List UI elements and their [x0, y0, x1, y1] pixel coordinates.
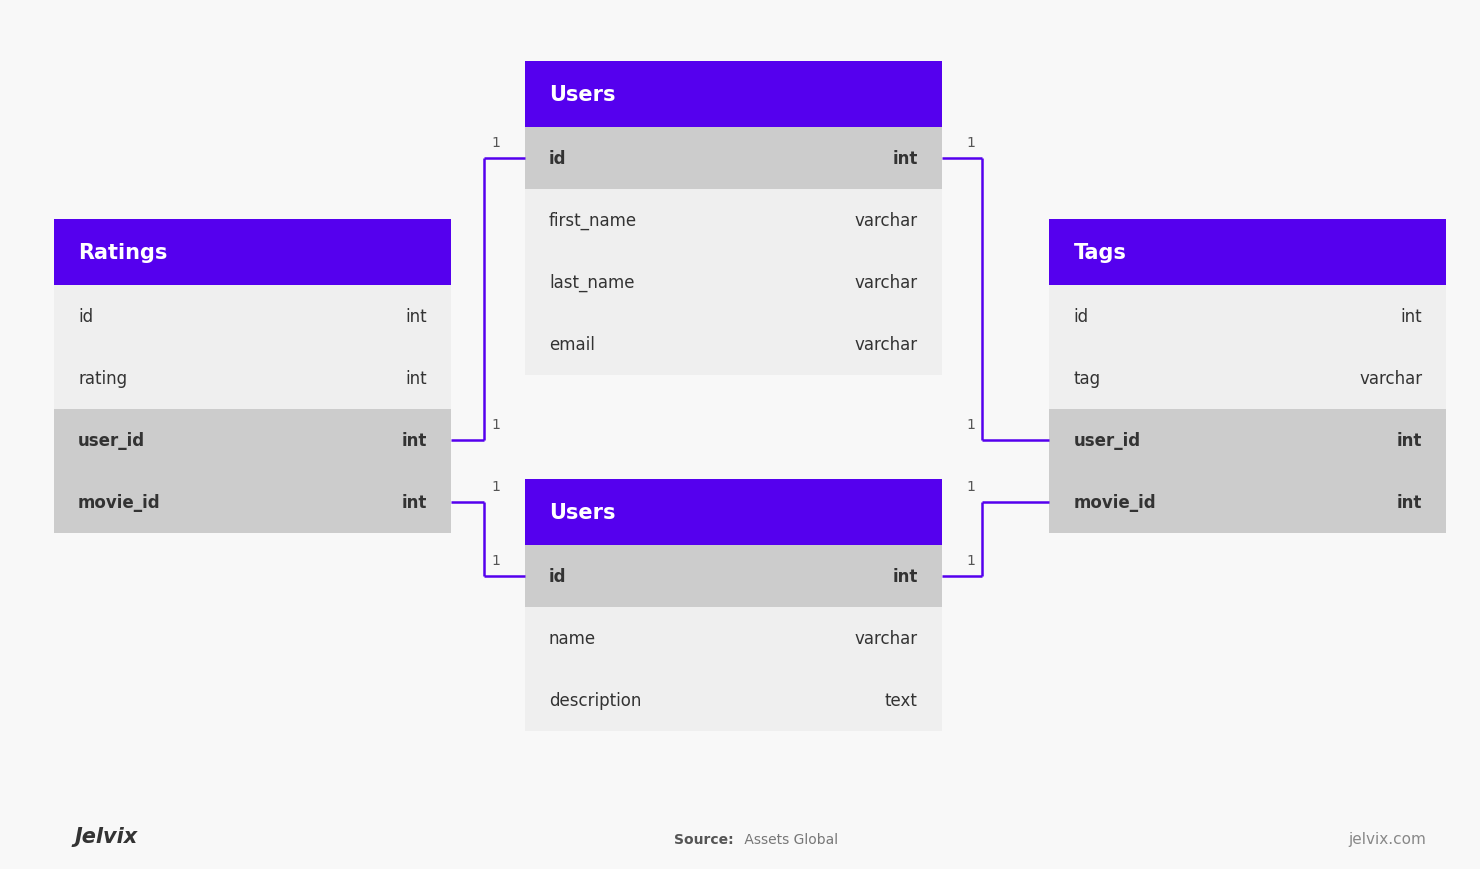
Text: int: int	[406, 308, 426, 326]
Text: 1: 1	[491, 480, 500, 494]
Text: last_name: last_name	[549, 274, 635, 292]
Text: 1: 1	[491, 136, 500, 149]
Text: 1: 1	[966, 480, 975, 494]
Text: int: int	[892, 149, 918, 168]
Text: int: int	[401, 494, 426, 512]
Text: int: int	[1397, 432, 1422, 449]
FancyBboxPatch shape	[525, 62, 941, 128]
FancyBboxPatch shape	[1049, 220, 1446, 286]
FancyBboxPatch shape	[53, 286, 451, 348]
Text: text: text	[885, 691, 918, 709]
Text: varchar: varchar	[854, 274, 918, 292]
Text: varchar: varchar	[854, 335, 918, 354]
Text: name: name	[549, 629, 596, 647]
Text: Ratings: Ratings	[78, 242, 167, 262]
FancyBboxPatch shape	[525, 607, 941, 669]
Text: id: id	[549, 567, 567, 585]
FancyBboxPatch shape	[53, 409, 451, 472]
Text: Jelvix: Jelvix	[74, 826, 138, 846]
Text: id: id	[1073, 308, 1089, 326]
Text: int: int	[406, 369, 426, 388]
Text: first_name: first_name	[549, 211, 636, 229]
FancyBboxPatch shape	[525, 128, 941, 189]
FancyBboxPatch shape	[525, 252, 941, 314]
Text: int: int	[1400, 308, 1422, 326]
Text: id: id	[78, 308, 93, 326]
Text: movie_id: movie_id	[1073, 494, 1156, 512]
Text: varchar: varchar	[854, 212, 918, 229]
Text: int: int	[401, 432, 426, 449]
Text: Assets Global: Assets Global	[740, 833, 838, 846]
Text: Source:: Source:	[673, 833, 733, 846]
Text: 1: 1	[966, 136, 975, 149]
FancyBboxPatch shape	[1049, 409, 1446, 472]
Text: int: int	[1397, 494, 1422, 512]
FancyBboxPatch shape	[525, 545, 941, 607]
Text: jelvix.com: jelvix.com	[1348, 832, 1427, 846]
FancyBboxPatch shape	[1049, 472, 1446, 534]
Text: 1: 1	[966, 418, 975, 432]
Text: email: email	[549, 335, 595, 354]
FancyBboxPatch shape	[53, 348, 451, 409]
Text: id: id	[549, 149, 567, 168]
Text: movie_id: movie_id	[78, 494, 161, 512]
Text: Tags: Tags	[1073, 242, 1126, 262]
Text: user_id: user_id	[78, 432, 145, 449]
Text: description: description	[549, 691, 641, 709]
FancyBboxPatch shape	[53, 220, 451, 286]
FancyBboxPatch shape	[525, 314, 941, 375]
Text: 1: 1	[966, 554, 975, 567]
FancyBboxPatch shape	[525, 189, 941, 252]
Text: varchar: varchar	[1359, 369, 1422, 388]
FancyBboxPatch shape	[1049, 286, 1446, 348]
Text: varchar: varchar	[854, 629, 918, 647]
Text: Users: Users	[549, 85, 616, 105]
Text: Users: Users	[549, 502, 616, 522]
FancyBboxPatch shape	[525, 480, 941, 545]
Text: tag: tag	[1073, 369, 1101, 388]
Text: 1: 1	[491, 554, 500, 567]
FancyBboxPatch shape	[525, 669, 941, 732]
Text: 1: 1	[491, 418, 500, 432]
Text: user_id: user_id	[1073, 432, 1141, 449]
Text: rating: rating	[78, 369, 127, 388]
Text: int: int	[892, 567, 918, 585]
FancyBboxPatch shape	[53, 472, 451, 534]
FancyBboxPatch shape	[1049, 348, 1446, 409]
